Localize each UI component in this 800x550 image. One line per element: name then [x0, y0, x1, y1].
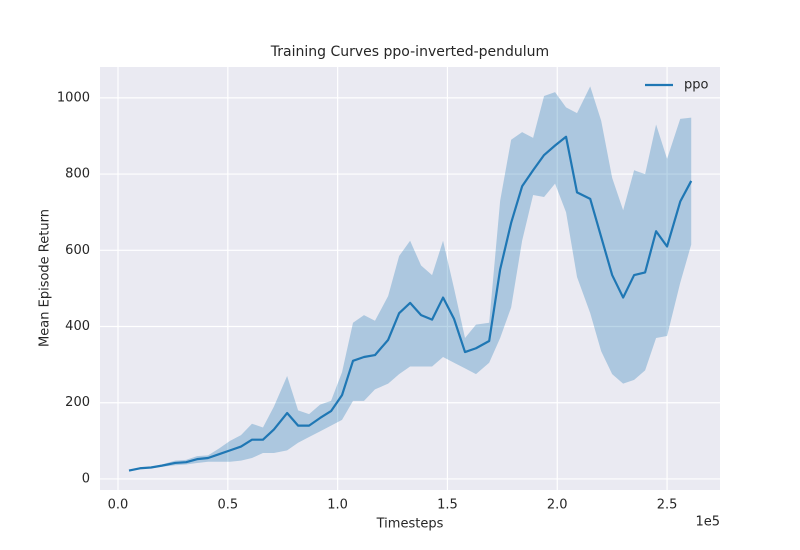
y-axis-label: Mean Episode Return [38, 209, 53, 347]
x-tick-label: 2.5 [657, 498, 678, 513]
legend-label: ppo [684, 78, 709, 93]
x-tick-label: 1.5 [437, 498, 458, 513]
y-tick-label: 200 [65, 395, 90, 410]
x-tick-label: 0.5 [217, 498, 238, 513]
chart-title: Training Curves ppo-inverted-pendulum [270, 44, 549, 60]
y-tick-label: 1000 [57, 90, 90, 105]
x-tick-label: 2.0 [547, 498, 568, 513]
x-axis-label: Timesteps [376, 517, 444, 532]
y-tick-label: 800 [65, 167, 90, 182]
x-tick-label: 1.0 [327, 498, 348, 513]
confidence-band [128, 86, 692, 471]
line [128, 135, 693, 472]
y-tick-label: 0 [82, 471, 90, 486]
x-offset-label: 1e5 [695, 515, 720, 530]
plot-background [100, 67, 720, 490]
x-tick-label: 0.0 [108, 498, 129, 513]
y-tick-label: 400 [65, 319, 90, 334]
y-tick-label: 600 [65, 243, 90, 258]
